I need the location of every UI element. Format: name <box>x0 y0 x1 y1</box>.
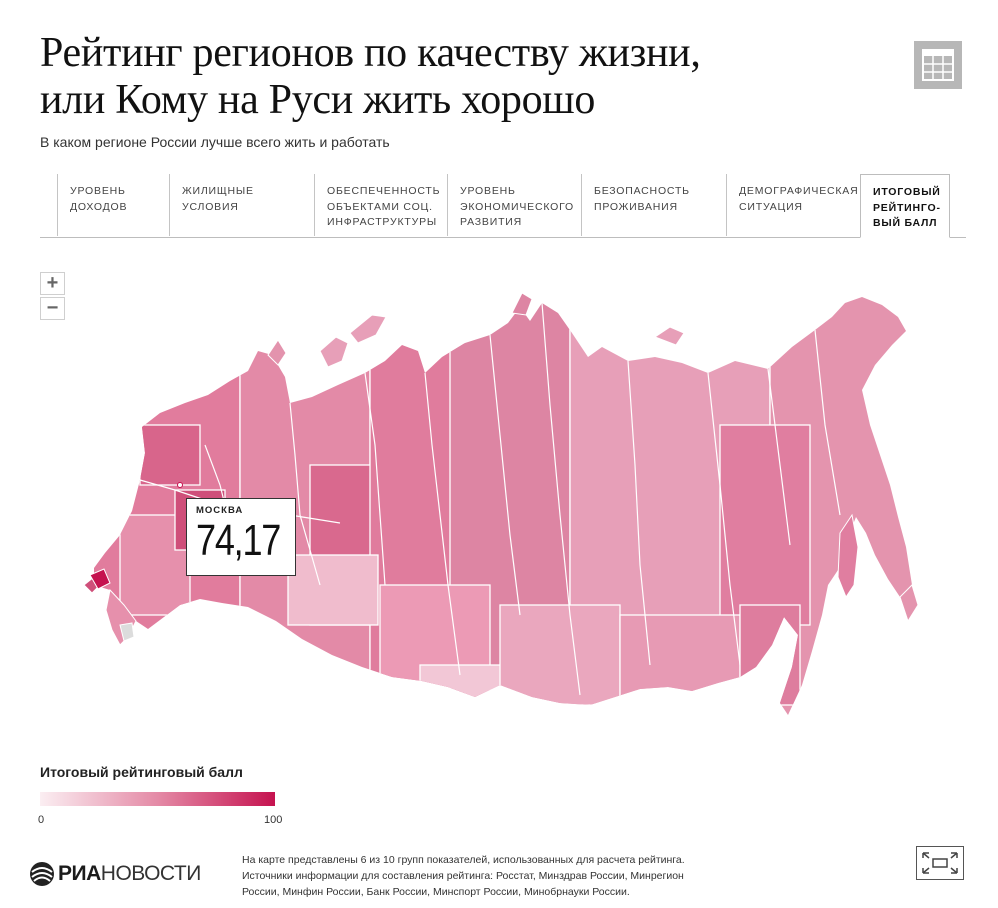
tab-housing[interactable]: Жилищные условия <box>169 174 314 236</box>
ria-novosti-logo[interactable]: РИАНОВОСТИ <box>28 858 228 892</box>
region-irkutsk <box>499 604 621 706</box>
region-zabaykalsky <box>619 614 741 706</box>
tooltip-region-name: Москва <box>196 505 244 516</box>
region-kurils <box>899 584 919 623</box>
tooltip-score-value: 74,17 <box>196 516 281 565</box>
region-orenburg <box>287 554 379 626</box>
region-novaya-zemlya-north <box>349 314 387 344</box>
page-title: Рейтинг регионов по качеству жизни, или … <box>40 30 701 124</box>
region-novaya-zemlya-south <box>319 336 349 368</box>
south-regions <box>89 568 137 646</box>
footnote-line-2: Источники информации для составления рей… <box>242 870 684 882</box>
footnote-line-3: России, Минфин России, Банк России, Минс… <box>242 886 630 898</box>
region-crimea <box>89 568 111 590</box>
tab-income[interactable]: Уровень доходов <box>57 174 169 236</box>
region-kola-coast <box>267 339 287 366</box>
region-new-siberian-islands <box>653 326 685 346</box>
table-icon <box>922 49 954 81</box>
logo-text-bold: РИА <box>58 862 101 885</box>
region-primorye <box>739 604 801 706</box>
tab-demography[interactable]: Демографическая ситуация <box>726 174 860 236</box>
region-sakhalin <box>837 513 859 599</box>
region-khabarovsk <box>719 424 811 626</box>
footnote-line-1: На карте представлены 6 из 10 групп пока… <box>242 854 685 866</box>
legend-min-label: 0 <box>38 814 45 826</box>
legend-max-label: 100 <box>264 814 283 826</box>
logo-text: РИАНОВОСТИ <box>58 862 201 886</box>
footnote: На карте представлены 6 из 10 групп пока… <box>242 852 762 900</box>
russia-regions-map <box>83 292 919 717</box>
region-chechnya-no-data <box>119 622 135 642</box>
page-subtitle: В каком регионе России лучше всего жить … <box>40 134 390 150</box>
title-line-1: Рейтинг регионов по качеству жизни, <box>40 30 701 76</box>
tab-economic-development[interactable]: Уровень экономического развития <box>447 174 581 236</box>
region-tooltip: Москва 74,17 <box>186 498 296 576</box>
tab-total-score[interactable]: Итоговый рейтинго- вый балл <box>860 174 950 238</box>
tab-safety[interactable]: Безопасность проживания <box>581 174 726 236</box>
tab-social-infrastructure[interactable]: Обеспеченность объектами соц. инфраструк… <box>314 174 447 236</box>
moscow-marker[interactable] <box>177 482 183 488</box>
indicator-tabs: Уровень доходов Жилищные условия Обеспеч… <box>40 174 966 238</box>
table-view-button[interactable] <box>914 41 962 89</box>
zoom-out-button[interactable]: − <box>40 297 65 320</box>
region-central <box>139 424 201 486</box>
islands <box>83 292 919 623</box>
logo-text-thin: НОВОСТИ <box>100 862 202 885</box>
title-line-2: или Кому на Руси жить хорошо <box>40 77 596 123</box>
legend-title: Итоговый рейтинговый балл <box>40 764 243 780</box>
fullscreen-button[interactable] <box>916 846 964 880</box>
fullscreen-icon <box>922 852 958 874</box>
region-severnaya-zemlya <box>511 292 533 316</box>
ria-globe-icon <box>30 862 54 886</box>
legend-gradient-bar <box>40 792 275 806</box>
zoom-in-button[interactable]: + <box>40 272 65 295</box>
